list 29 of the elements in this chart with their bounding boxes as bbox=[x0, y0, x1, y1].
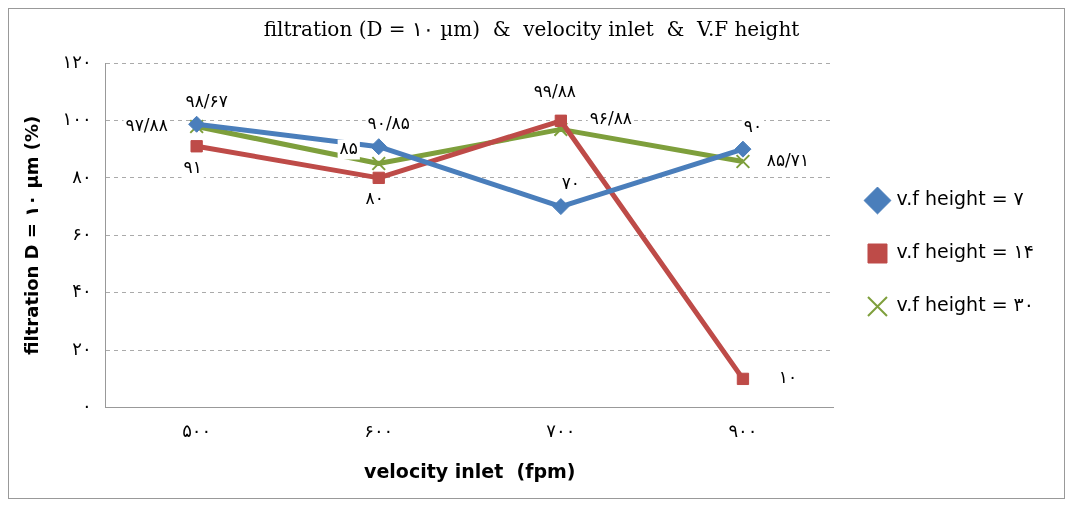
data-label: ۸۰ bbox=[365, 188, 384, 209]
data-label: ۸۵/۷۱ bbox=[766, 149, 810, 170]
data-label: ۹۰ bbox=[743, 115, 763, 136]
y-axis-title: filtration D = ۱۰ µm (%) bbox=[21, 115, 43, 355]
y-tick-label: ۲۰ bbox=[72, 337, 92, 359]
y-tick-label: ۱۰۰ bbox=[62, 108, 92, 130]
y-tick-label: ۱۲۰ bbox=[62, 50, 92, 72]
x-axis-title: velocity inlet (fpm) bbox=[364, 459, 576, 482]
data-label: ۹۸/۶۷ bbox=[185, 90, 228, 111]
data-label: ۹۱ bbox=[183, 156, 202, 177]
data-label: ۹۷/۸۸ bbox=[125, 114, 168, 135]
x-tick-label: ۶۰۰ bbox=[364, 420, 394, 442]
data-label: ۹۰/۸۵ bbox=[367, 113, 410, 134]
x-tick-label: ۵۰۰ bbox=[182, 420, 212, 442]
data-label: ۹۶/۸۸ bbox=[589, 107, 632, 128]
legend-label: v.f height = ۳۰ bbox=[896, 293, 1035, 316]
x-tick-label: ۹۰۰ bbox=[728, 420, 758, 442]
y-tick-label: ۰ bbox=[81, 395, 92, 417]
y-tick-label: ۶۰ bbox=[72, 222, 92, 244]
legend-label: v.f height = ۷ bbox=[896, 187, 1024, 210]
x-tick-label: ۷۰۰ bbox=[546, 420, 576, 442]
y-tick-label: ۸۰ bbox=[72, 165, 92, 187]
data-label: ۷۰ bbox=[561, 173, 580, 194]
y-tick-label: ۴۰ bbox=[72, 280, 92, 302]
data-label: ۱۰ bbox=[778, 367, 798, 388]
data-label: ۹۹/۸۸ bbox=[533, 81, 576, 102]
legend-label: v.f height = ۱۴ bbox=[896, 240, 1035, 263]
data-label: ۸۵ bbox=[339, 137, 358, 158]
chart-title: filtration (D = ۱۰ µm) & velocity inlet & V.F height bbox=[263, 17, 800, 42]
